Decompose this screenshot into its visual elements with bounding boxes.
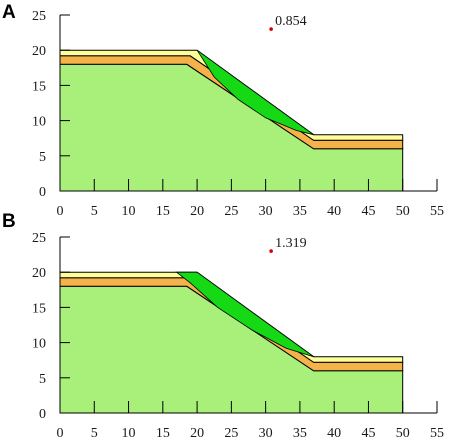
slip-center-point: [269, 249, 273, 253]
x-tick-label: 20: [190, 204, 204, 219]
y-tick-label: 5: [39, 150, 46, 165]
y-tick-label: 10: [32, 337, 46, 352]
x-tick-label: 25: [224, 204, 238, 219]
panel-label: A: [2, 2, 16, 23]
x-tick-label: 35: [293, 204, 307, 219]
x-tick-label: 30: [259, 426, 273, 441]
x-tick-label: 50: [396, 426, 410, 441]
sliding-mass: [196, 49, 314, 136]
x-tick-label: 30: [259, 204, 273, 219]
x-tick-label: 20: [190, 426, 204, 441]
x-tick-label: 40: [327, 426, 341, 441]
x-tick-label: 45: [361, 426, 375, 441]
x-tick-label: 35: [293, 426, 307, 441]
x-tick-label: 15: [156, 426, 170, 441]
x-tick-label: 40: [327, 204, 341, 219]
x-tick-label: 55: [430, 426, 444, 441]
x-tick-label: 0: [57, 426, 64, 441]
sliding-mass: [175, 271, 314, 358]
factor-of-safety-label: 0.854: [275, 14, 307, 29]
y-tick-label: 20: [32, 266, 46, 281]
x-tick-label: 55: [430, 204, 444, 219]
x-tick-label: 10: [122, 426, 136, 441]
x-tick-label: 25: [224, 426, 238, 441]
y-tick-label: 5: [39, 372, 46, 387]
y-tick-label: 15: [32, 79, 46, 94]
x-tick-label: 15: [156, 204, 170, 219]
x-tick-label: 5: [91, 204, 98, 219]
x-tick-label: 45: [361, 204, 375, 219]
y-tick-label: 0: [39, 407, 46, 422]
x-tick-label: 5: [91, 426, 98, 441]
y-tick-label: 10: [32, 115, 46, 130]
x-tick-label: 0: [57, 204, 64, 219]
y-tick-label: 15: [32, 301, 46, 316]
y-tick-label: 25: [32, 9, 46, 24]
slip-center-point: [269, 27, 273, 31]
y-tick-label: 0: [39, 185, 46, 200]
panel-label: B: [2, 211, 16, 232]
x-tick-label: 50: [396, 204, 410, 219]
panel-b: 0 5 10 15 20 25 30 35 40 45 50 55 0 5 10 15 20 25 1.319 B: [2, 211, 444, 441]
panel-a: 0 5 10 15 20 25 30 35 40 45 50 55 0 5 10 15 20 25 0.854 A: [2, 2, 444, 219]
y-tick-label: 25: [32, 231, 46, 246]
factor-of-safety-label: 1.319: [275, 236, 307, 251]
y-tick-label: 20: [32, 44, 46, 59]
x-tick-label: 10: [122, 204, 136, 219]
